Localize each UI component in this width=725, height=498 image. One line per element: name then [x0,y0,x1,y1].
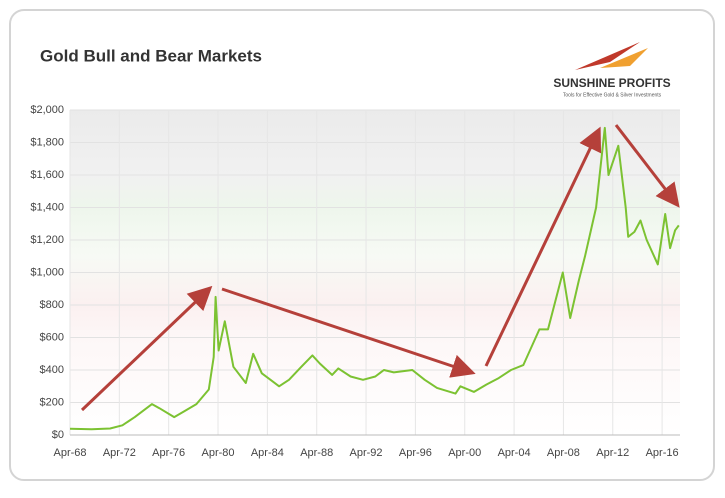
chart-title: Gold Bull and Bear Markets [40,46,262,65]
x-tick-label: Apr-04 [498,447,531,459]
tagline: Tools for Effective Gold & Silver Invest… [563,92,662,98]
trend-arrows [80,124,680,412]
y-tick-label: $0 [52,429,64,441]
x-tick-label: Apr-08 [547,447,580,459]
y-tick-label: $1,200 [30,234,64,246]
x-tick-label: Apr-80 [202,447,235,459]
x-tick-label: Apr-76 [152,447,185,459]
logo-swoosh [575,42,640,70]
brand: SUNSHINE PROFITS [553,76,670,90]
y-tick-label: $200 [40,396,64,408]
y-tick-label: $2,000 [30,104,64,116]
y-tick-label: $1,800 [30,136,64,148]
x-tick-label: Apr-96 [399,447,432,459]
arrow [614,124,680,208]
arrow [80,285,213,412]
y-tick-label: $800 [40,299,64,311]
x-tick-label: Apr-92 [350,447,383,459]
x-tick-label: Apr-72 [103,447,136,459]
logo: SUNSHINE PROFITS Tools for Effective Gol… [553,42,671,98]
x-tick-label: Apr-84 [251,447,284,459]
x-tick-label: Apr-88 [300,447,333,459]
arrow [221,287,476,378]
y-tick-label: $1,000 [30,266,64,278]
y-tick-label: $1,600 [30,169,64,181]
data-line [69,126,680,431]
y-tick-label: $400 [40,364,64,376]
x-tick-label: Apr-00 [448,447,481,459]
y-tick-label: $1,400 [30,201,64,213]
x-tick-label: Apr-12 [596,447,629,459]
arrow [484,126,602,367]
x-tick-label: Apr-68 [53,447,86,459]
x-tick-label: Apr-16 [646,447,679,459]
logo-swoosh [600,48,648,68]
y-tick-label: $600 [40,331,64,343]
